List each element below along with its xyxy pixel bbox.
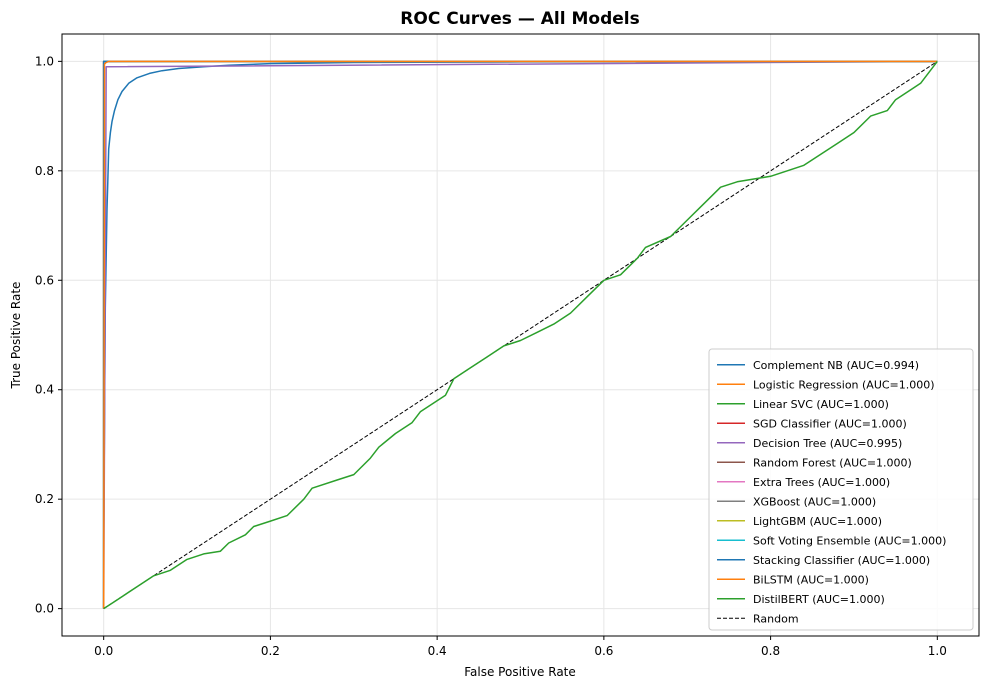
reference-layer	[103, 60, 938, 610]
grid	[62, 34, 979, 636]
legend-entry: Random Forest (AUC=1.000)	[753, 456, 912, 469]
y-tick-label: 0.0	[35, 602, 54, 616]
x-tick-label: 0.8	[761, 644, 780, 658]
x-axis-label: False Positive Rate	[464, 665, 576, 679]
legend-box	[708, 348, 974, 631]
legend-entry: DistilBERT (AUC=1.000)	[753, 593, 885, 606]
legend: Complement NB (AUC=0.994) Logistic Regres…	[708, 348, 974, 631]
legend-entry: Logistic Regression (AUC=1.000)	[753, 378, 935, 391]
series-line-13	[103, 60, 938, 610]
legend-entry: Linear SVC (AUC=1.000)	[753, 398, 889, 411]
plot-frame	[61, 33, 980, 637]
y-axis-label: True Positive Rate	[9, 282, 23, 390]
x-axis: 0.0 0.2 0.4 0.6 0.8 1.0	[94, 636, 947, 658]
legend-entry: XGBoost (AUC=1.000)	[753, 495, 876, 508]
legend-entry: Random	[753, 612, 799, 625]
series-line-12	[103, 60, 938, 610]
chart-title: ROC Curves — All Models	[400, 9, 639, 29]
legend-entry: Complement NB (AUC=0.994)	[753, 359, 919, 372]
x-tick-label: 0.0	[94, 644, 113, 658]
x-tick-label: 0.6	[594, 644, 613, 658]
legend-entry: BiLSTM (AUC=1.000)	[753, 573, 869, 586]
x-tick-label: 1.0	[928, 644, 947, 658]
y-tick-label: 0.8	[35, 164, 54, 178]
y-tick-label: 0.6	[35, 273, 54, 287]
legend-entry: Decision Tree (AUC=0.995)	[753, 437, 902, 450]
legend-entry: Extra Trees (AUC=1.000)	[753, 476, 890, 489]
legend-entry: LightGBM (AUC=1.000)	[753, 515, 882, 528]
y-axis: 0.0 0.2 0.4 0.6 0.8 1.0	[35, 54, 62, 616]
series-line-11	[102, 60, 938, 609]
x-tick-label: 0.2	[261, 644, 280, 658]
y-tick-label: 0.4	[35, 383, 54, 397]
y-tick-label: 1.0	[35, 54, 54, 68]
x-tick-label: 0.4	[428, 644, 447, 658]
legend-entry: Stacking Classifier (AUC=1.000)	[753, 554, 930, 567]
series-line-0	[102, 60, 938, 609]
legend-entry: SGD Classifier (AUC=1.000)	[753, 417, 907, 430]
y-tick-label: 0.2	[35, 492, 54, 506]
series-layer	[102, 60, 938, 610]
legend-entry: Soft Voting Ensemble (AUC=1.000)	[753, 534, 946, 547]
